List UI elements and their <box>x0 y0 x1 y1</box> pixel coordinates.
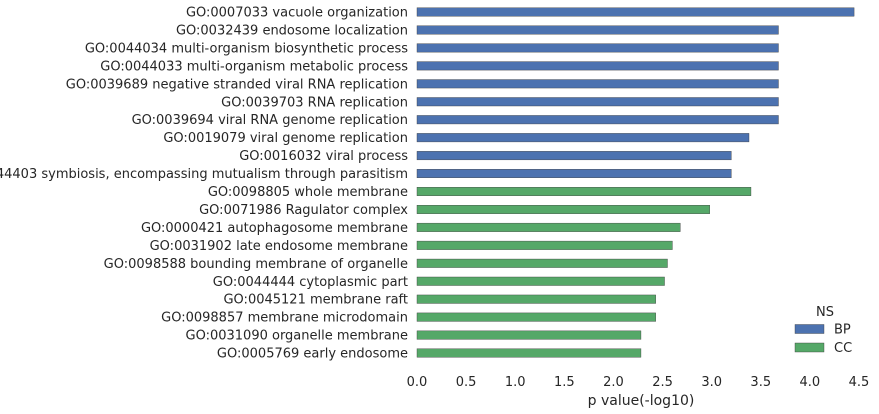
x-tick-labels: 0.0 0.5 1.0 1.5 2.0 2.5 3.0 3.5 4.0 4.5 <box>407 375 870 390</box>
bar-cc-15 <box>416 276 665 286</box>
category-label: GO:0031902 late endosome membrane <box>150 239 408 254</box>
category-label: GO:0039694 viral RNA genome replication <box>132 113 408 128</box>
bar-bp-9 <box>416 169 732 179</box>
category-label: GO:0098857 membrane microdomain <box>161 311 408 326</box>
category-label: GO:0045121 membrane raft <box>223 293 408 308</box>
category-label: GO:0007033 vacuole organization <box>186 6 408 21</box>
category-label: GO:0032439 endosome localization <box>176 23 408 38</box>
x-axis-label: p value(-log10) <box>588 393 695 409</box>
bar-bp-5 <box>416 97 779 107</box>
bar-cc-17 <box>416 312 656 322</box>
category-labels: GO:0007033 vacuole organization GO:003243… <box>0 6 408 362</box>
bar-bp-7 <box>416 133 750 143</box>
category-label: GO:0005769 early endosome <box>217 347 408 362</box>
legend-swatch-cc <box>794 342 825 353</box>
bar-cc-14 <box>416 258 668 268</box>
x-tick-label: 3.5 <box>750 375 771 390</box>
category-label: GO:0098588 bounding membrane of organell… <box>104 257 408 272</box>
bar-cc-10 <box>416 187 752 196</box>
category-label: GO:0016032 viral process <box>239 149 408 164</box>
bar-cc-13 <box>416 240 673 250</box>
bar-bp-3 <box>416 61 779 71</box>
legend-swatch-bp <box>794 324 825 334</box>
legend-entry-cc: CC <box>834 341 852 356</box>
x-tick-label: 3.0 <box>701 375 722 390</box>
x-tick-label: 0.5 <box>456 375 477 390</box>
category-label: GO:0098805 whole membrane <box>208 185 408 200</box>
legend-title: NS <box>816 305 834 320</box>
bar-bp-4 <box>416 79 779 89</box>
category-label: GO:0044034 multi-organism biosynthetic p… <box>85 41 408 56</box>
bar-bp-1 <box>416 25 779 35</box>
x-tick-label: 2.5 <box>652 375 673 390</box>
bar-cc-11 <box>416 204 710 214</box>
x-tick-label: 1.5 <box>554 375 575 390</box>
x-tick-label: 2.0 <box>603 375 624 390</box>
bar-cc-16 <box>416 294 656 304</box>
category-label: GO:0044033 multi-organism metabolic proc… <box>100 59 408 74</box>
x-tick-label: 4.5 <box>849 375 870 390</box>
category-label: GO:0071986 Ragulator complex <box>199 203 408 218</box>
category-label: GO:0039703 RNA replication <box>221 95 408 110</box>
legend-entry-bp: BP <box>834 323 851 338</box>
legend: NS BP CC <box>794 305 852 356</box>
x-tick-label: 1.0 <box>505 375 526 390</box>
bar-cc-19 <box>416 348 642 358</box>
category-label: GO:0039689 negative stranded viral RNA r… <box>66 77 408 92</box>
bar-cc-12 <box>416 222 681 232</box>
bar-bp-2 <box>416 43 779 53</box>
category-label: GO:0031090 organelle membrane <box>186 329 409 344</box>
x-tick-label: 4.0 <box>800 375 821 390</box>
bar-cc-18 <box>416 330 642 340</box>
category-label: GO:0000421 autophagosome membrane <box>141 221 408 236</box>
category-label: GO:0044403 symbiosis, encompassing mutua… <box>0 167 408 182</box>
bar-bp-6 <box>416 115 779 125</box>
bar-bp-8 <box>416 151 732 161</box>
category-label: GO:0019079 viral genome replication <box>163 131 408 146</box>
bars-group <box>416 7 855 358</box>
bar-bp-0 <box>416 7 855 17</box>
category-label: GO:0044444 cytoplasmic part <box>213 275 408 290</box>
x-tick-label: 0.0 <box>407 375 428 390</box>
